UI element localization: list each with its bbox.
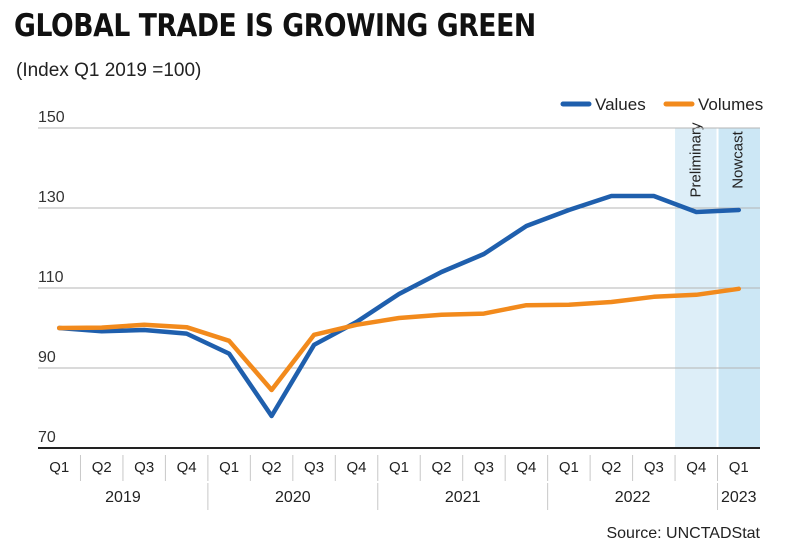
year-label: 2019 [105,489,141,506]
legend-label-volumes: Volumes [698,95,763,114]
x-tick-label: Q2 [92,459,112,476]
year-label: 2023 [721,489,757,506]
x-tick-label: Q2 [601,459,621,476]
source-note: Source: UNCTADStat [606,525,760,542]
chart-title: GLOBAL TRADE IS GROWING GREEN [14,8,536,44]
x-tick-label: Q3 [134,459,154,476]
series-line-values [56,193,742,419]
x-tick-label: Q2 [262,459,282,476]
year-label: 2021 [445,489,481,506]
x-tick-label: Q1 [389,459,409,476]
x-tick-label: Q3 [644,459,664,476]
x-tick-label: Q3 [304,459,324,476]
legend: Values Volumes [560,95,763,114]
x-tick-label: Q2 [431,459,451,476]
y-tick-label: 70 [38,429,56,446]
y-tick-label: 110 [38,269,64,286]
y-tick-label: 90 [38,349,56,366]
band-label-preliminary: Preliminary [687,122,704,198]
x-tick-label: Q4 [347,459,367,476]
x-tick-label: Q1 [729,459,749,476]
y-tick-label: 130 [38,189,65,206]
year-label: 2020 [275,489,311,506]
x-tick-label: Q4 [686,459,706,476]
band-layer: Preliminary Nowcast [675,122,760,448]
y-tick-label: 150 [38,109,65,126]
chart-subtitle: (Index Q1 2019 =100) [16,60,202,81]
legend-label-values: Values [595,95,646,114]
x-tick-label: Q1 [219,459,239,476]
grid-layer: 70 90 110 130 150 [38,109,760,446]
x-tick-label: Q1 [49,459,69,476]
x-tick-label: Q4 [177,459,197,476]
x-tick-label: Q4 [516,459,536,476]
band-label-nowcast: Nowcast [730,130,747,188]
x-tick-label: Q3 [474,459,494,476]
series-layer [56,193,742,419]
x-tick-label: Q1 [559,459,579,476]
year-label: 2022 [615,489,651,506]
x-axis: Q1 Q2 Q3 Q4 Q1 Q2 Q3 Q4 Q1 Q2 Q3 Q4 Q1 Q2 Q3 Q4 Q1 2019 20… [38,447,760,510]
series-line-volumes [56,286,742,393]
